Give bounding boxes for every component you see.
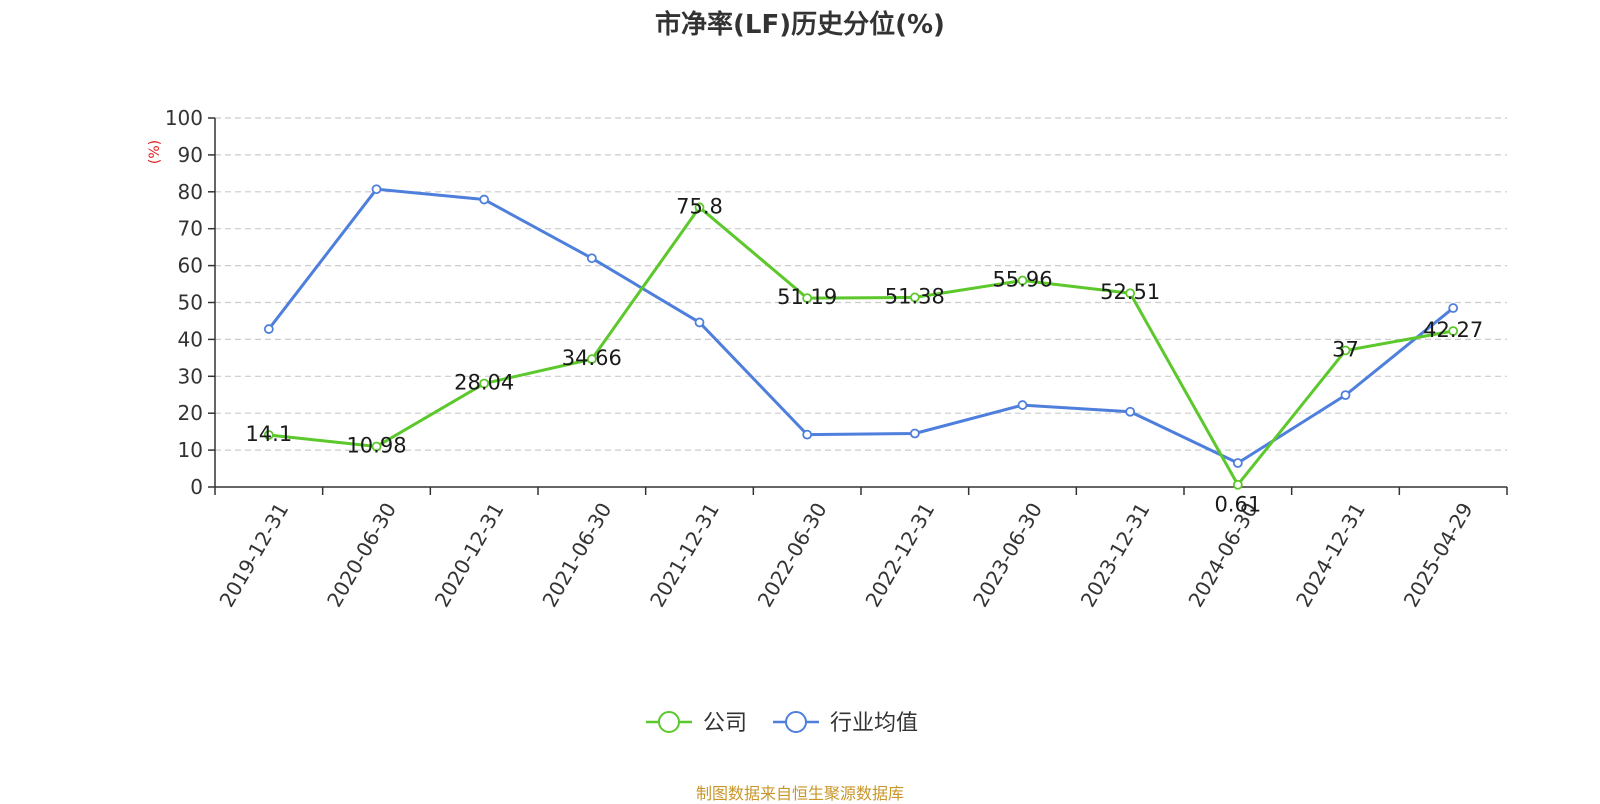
y-tick-label: 60	[178, 254, 203, 278]
y-tick-label: 90	[178, 143, 203, 167]
data-label: 51.19	[777, 285, 837, 309]
y-tick-label: 10	[178, 438, 203, 462]
x-tick-label: 2020-06-30	[322, 499, 401, 612]
legend-circle-icon	[658, 711, 680, 733]
x-tick-label: 2023-06-30	[968, 499, 1047, 612]
data-point	[263, 324, 274, 334]
data-point	[1340, 390, 1351, 401]
data-point	[1448, 303, 1459, 313]
x-tick-label: 2025-04-29	[1399, 499, 1478, 612]
legend-label: 公司	[703, 711, 747, 736]
data-point	[586, 253, 597, 264]
x-tick-label: 2019-12-31	[214, 499, 293, 612]
y-tick-label: 30	[178, 364, 203, 388]
data-label: 0.61	[1214, 493, 1261, 517]
data-point	[909, 428, 920, 439]
x-axis-ticks: 2019-12-31 2020-06-30 2020-12-31 2021-06-30…	[214, 487, 1508, 612]
y-tick-label: 100	[165, 106, 203, 130]
y-axis-unit: (%)	[147, 140, 163, 164]
x-tick-label: 2022-12-31	[860, 498, 939, 611]
x-tick-label: 2021-06-30	[537, 499, 616, 612]
legend-label: 行业均值	[830, 711, 918, 736]
data-point	[1340, 345, 1351, 356]
series-group	[263, 184, 1459, 490]
x-tick-label: 2023-12-31	[1076, 499, 1155, 612]
data-point	[802, 429, 813, 440]
y-tick-label: 40	[178, 327, 203, 351]
x-tick-label: 2024-12-31	[1291, 499, 1370, 612]
legend-item-industry[interactable]: 行业均值	[773, 711, 918, 736]
data-label: 52.51	[1100, 280, 1160, 304]
data-point	[263, 430, 274, 440]
data-point	[694, 202, 705, 213]
data-label: 37	[1332, 337, 1359, 361]
data-point	[1017, 275, 1028, 286]
y-tick-label: 20	[178, 401, 203, 425]
data-point	[479, 194, 490, 205]
data-point	[586, 354, 597, 365]
series-line-company	[268, 205, 1454, 487]
data-point	[479, 378, 490, 389]
data-label: 10.98	[346, 433, 406, 457]
data-point	[1017, 400, 1028, 410]
x-tick-label: 2021-12-31	[645, 499, 724, 612]
legend[interactable]: 公司 行业均值	[646, 711, 918, 736]
y-tick-label: 80	[178, 180, 203, 204]
data-label: 34.66	[562, 346, 622, 370]
data-label: 55.96	[992, 268, 1052, 292]
data-label: 28.04	[454, 371, 514, 395]
data-point	[694, 317, 705, 328]
y-tick-label: 70	[178, 217, 203, 241]
y-axis-ticks: 0 10 20 30 40 50 60 70 80 90 100	[165, 106, 215, 499]
data-point	[371, 441, 382, 452]
data-point	[1232, 458, 1243, 468]
data-source-note: 制图数据来自恒生聚源数据库	[695, 784, 904, 803]
x-tick-label: 2020-12-31	[430, 498, 509, 611]
legend-item-company[interactable]: 公司	[646, 711, 747, 736]
grid-lines	[215, 117, 1507, 451]
y-tick-label: 50	[178, 291, 203, 315]
data-point	[1125, 288, 1136, 299]
data-point	[909, 292, 920, 303]
y-tick-label: 0	[190, 475, 203, 499]
data-label: 51.38	[885, 284, 945, 308]
data-label: 14.1	[245, 422, 292, 446]
chart-title: 市净率(LF)历史分位(%)	[655, 10, 945, 40]
series-line-industry	[267, 187, 1455, 465]
data-point	[802, 293, 813, 304]
data-label: 75.8	[676, 194, 723, 218]
data-point	[1125, 406, 1136, 417]
data-point	[1448, 326, 1459, 336]
x-tick-label: 2022-06-30	[753, 499, 832, 612]
legend-circle-icon	[785, 711, 807, 733]
data-point	[1232, 479, 1243, 490]
data-label: 42.27	[1423, 318, 1483, 342]
data-labels: 14.1 10.98 28.04 34.66 75.8 51.19 51.38 55.96 52…	[245, 194, 1483, 516]
data-point	[371, 184, 382, 195]
